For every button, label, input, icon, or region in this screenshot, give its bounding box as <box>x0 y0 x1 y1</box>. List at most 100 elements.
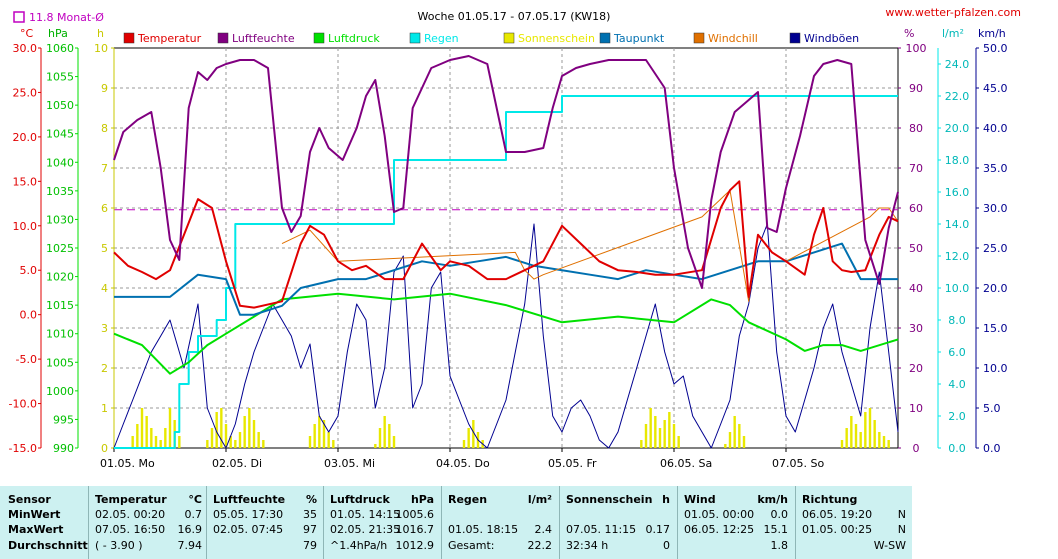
legend-label: Regen <box>424 32 459 45</box>
sunshine-bar <box>738 424 741 448</box>
sunshine-bar <box>467 428 470 448</box>
website-link[interactable]: www.wetter-pfalzen.com <box>885 6 1021 19</box>
series-windböen-line <box>113 223 899 449</box>
pressure-tick-label: 1025 <box>46 242 74 255</box>
wind-tick-label: 35.0 <box>983 162 1008 175</box>
humidity-col-unit: % <box>305 493 317 506</box>
sunshine-bar <box>318 416 321 448</box>
sun-tick-label: 2 <box>101 362 108 375</box>
temp-min-time: 02.05. 00:20 <box>95 508 166 521</box>
rain-tick-label: 2.0 <box>948 410 966 423</box>
sunshine-bar <box>257 432 260 448</box>
sunshine-bar <box>178 436 181 448</box>
humidity-tick-label: 20 <box>909 362 923 375</box>
legend-swatch <box>693 32 705 44</box>
sunshine-bar <box>850 416 853 448</box>
temp-unit-label: °C <box>20 27 34 40</box>
sun-tick-label: 8 <box>101 122 108 135</box>
pressure-tick-label: 1010 <box>46 328 74 341</box>
rain-tick-label: 0.0 <box>948 442 966 455</box>
pressure-tick-label: 1050 <box>46 99 74 112</box>
chart-title: Woche 01.05.17 - 07.05.17 (KW18) <box>418 10 611 23</box>
legend-swatch <box>313 32 325 44</box>
sun-avg-note: 32:34 h <box>566 539 609 552</box>
sunshine-bar <box>383 416 386 448</box>
sunshine-bar <box>234 440 237 448</box>
pressure-tick-label: 1055 <box>46 71 74 84</box>
row-label-avg: Durchschnitt <box>8 539 88 552</box>
sunshine-bar <box>882 436 886 448</box>
grid <box>114 48 898 448</box>
pressure-tick-label: 995 <box>53 413 74 426</box>
sunshine-bar <box>252 420 256 448</box>
sun-tick-label: 5 <box>101 242 108 255</box>
sun-tick-label: 10 <box>94 42 108 55</box>
legend-swatch <box>409 32 421 44</box>
rain-avg-note: Gesamt: <box>448 539 495 552</box>
direction-col-title: Richtung <box>802 493 858 506</box>
rain-tick-label: 24.0 <box>945 58 970 71</box>
legend-label: Windböen <box>804 32 859 45</box>
legend-label: Luftfeuchte <box>232 32 295 45</box>
humidity-tick-label: 40 <box>909 282 923 295</box>
sun-tick-label: 0 <box>101 442 108 455</box>
sunshine-bar <box>640 440 643 448</box>
sun-tick-label: 9 <box>101 82 108 95</box>
legend-label: Luftdruck <box>328 32 380 45</box>
pressure-unit-label: hPa <box>48 27 68 40</box>
sunshine-bar <box>845 428 848 448</box>
sun-col-unit: h <box>662 493 670 506</box>
wind-tick-label: 20.0 <box>983 282 1008 295</box>
wind-tick-label: 10.0 <box>983 362 1008 375</box>
pressure-avg-note: ^1.4hPa/h <box>330 539 388 552</box>
day-label: 02.05. Di <box>212 457 262 470</box>
sunshine-bar <box>327 432 330 448</box>
humidity-tick-label: 0 <box>913 442 920 455</box>
wind-tick-label: 40.0 <box>983 122 1008 135</box>
rain-tick-label: 6.0 <box>948 346 966 359</box>
sunshine-bar <box>878 432 881 448</box>
row-label-max: MaxWert <box>8 523 64 536</box>
monthly-avg-label: 11.8 Monat-Ø <box>29 11 104 24</box>
series-temperatur-line <box>113 180 899 309</box>
temp-max-time: 07.05. 16:50 <box>95 523 166 536</box>
pressure-min-time: 01.05. 14:15 <box>330 508 401 521</box>
legend-swatch <box>503 32 515 44</box>
wind-unit-label: km/h <box>978 27 1006 40</box>
sun-tick-label: 4 <box>101 282 108 295</box>
rain-tick-label: 8.0 <box>948 314 966 327</box>
sunshine-bar <box>313 424 316 448</box>
sunshine-bar <box>210 428 214 448</box>
temp-tick-label: 0.0 <box>20 309 38 322</box>
rain-tick-label: 22.0 <box>945 90 970 103</box>
pressure-col-unit: hPa <box>410 493 434 506</box>
sunshine-bar <box>724 444 727 448</box>
col-divider <box>795 486 796 559</box>
pressure-tick-label: 1000 <box>46 385 74 398</box>
wind-tick-label: 15.0 <box>983 322 1008 335</box>
sunshine-bar <box>864 412 867 448</box>
pressure-tick-label: 1015 <box>46 299 74 312</box>
sun-tick-label: 3 <box>101 322 108 335</box>
humidity-avg-val: 79 <box>303 539 317 552</box>
humidity-max-time: 02.05. 07:45 <box>213 523 284 536</box>
humidity-tick-label: 80 <box>909 122 923 135</box>
temp-col-title: Temperatur <box>95 493 167 506</box>
humidity-tick-label: 10 <box>909 402 923 415</box>
temp-tick-label: -5.0 <box>16 353 37 366</box>
sun-max-time: 07.05. 11:15 <box>566 523 637 536</box>
sunshine-bar <box>136 424 139 448</box>
temp-tick-label: 5.0 <box>20 264 38 277</box>
wind-tick-label: 30.0 <box>983 202 1008 215</box>
rain-tick-label: 4.0 <box>948 378 966 391</box>
series-group <box>113 55 899 449</box>
wind-tick-label: 0.0 <box>983 442 1001 455</box>
sunshine-bar <box>668 412 671 448</box>
sunshine-bar <box>644 424 648 448</box>
sunshine-bar <box>374 444 377 448</box>
rain-avg-val: 22.2 <box>527 539 553 552</box>
direction-max-time: 01.05. 00:25 <box>802 523 873 536</box>
sunshine-bar <box>229 436 232 448</box>
rain-tick-label: 10.0 <box>945 282 970 295</box>
weather-chart: 11.8 Monat-Ø Woche 01.05.17 - 07.05.17 (… <box>9 6 1021 470</box>
